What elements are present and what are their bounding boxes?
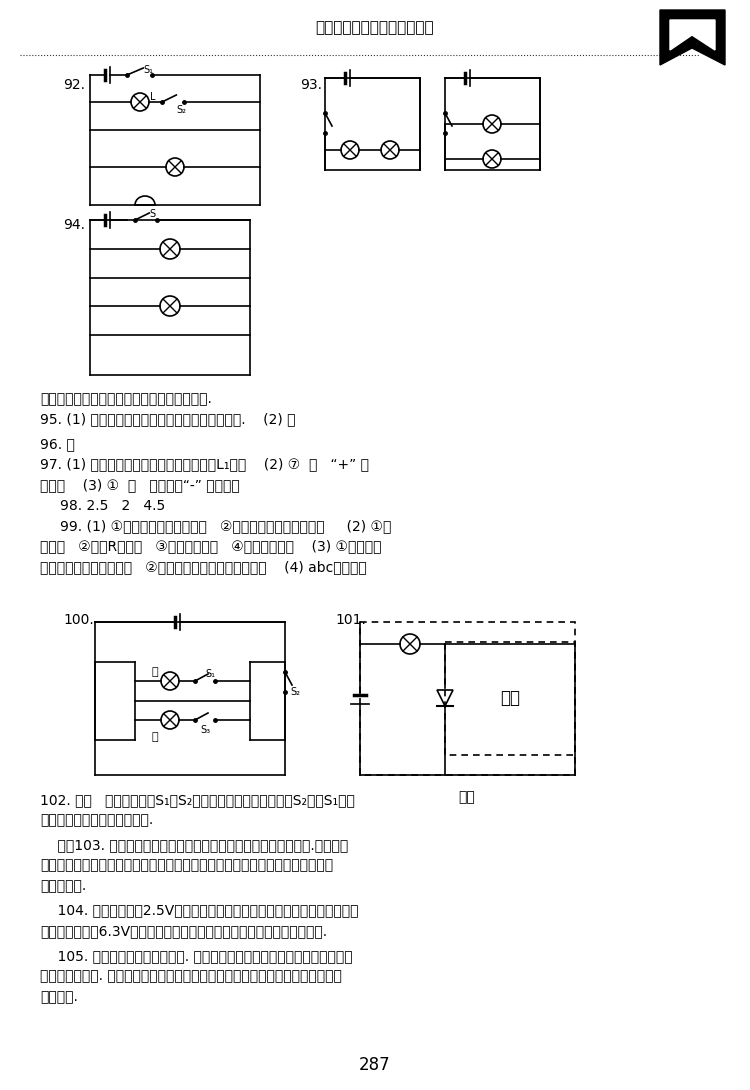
Text: 97. (1) 电流表正、负接线柱接反了，没与L₁串联    (2) ⑦  上   “+” 接: 97. (1) 电流表正、负接线柱接反了，没与L₁串联 (2) ⑦ 上 “+” … [40,458,369,472]
Text: 287: 287 [359,1056,391,1074]
Text: S₁: S₁ [205,669,215,679]
Text: 红: 红 [152,667,159,677]
Text: 牛群: 牛群 [500,689,520,707]
Polygon shape [660,10,725,65]
Polygon shape [670,20,715,50]
Text: 小屋: 小屋 [458,790,476,804]
Text: 105. 通草球被吸引后又被排斥. 因为毛皮摸擦过的橡胶棒带负电，可以吸引: 105. 通草球被吸引后又被排斥. 因为毛皮摸擦过的橡胶棒带负电，可以吸引 [40,948,352,962]
Text: S₂: S₂ [290,687,300,697]
Text: 分别与各段电路并联检查   ②电流表，与各段电路串联检查    (4) abc段有断路: 分别与各段电路并联检查 ②电流表，与各段电路串联检查 (4) abc段有断路 [40,560,367,574]
Text: 98. 2.5   2   4.5: 98. 2.5 2 4.5 [60,498,165,512]
Text: 94.: 94. [63,218,85,232]
Text: 烧坏电流表.: 烧坏电流表. [40,880,86,893]
Text: 104. 不对，将两个2.5V小灯泡串联在两节干电池作电源的电路中测出其电: 104. 不对，将两个2.5V小灯泡串联在两节干电池作电源的电路中测出其电 [40,904,358,918]
Text: 轻小物体通草球. 当二者接触后，通草球也带上了负电，又因同种电荷相排斥，所: 轻小物体通草球. 当二者接触后，通草球也带上了负电，又因同种电荷相排斥，所 [40,969,342,983]
Text: 以又分开.: 以又分开. [40,990,78,1004]
Text: S₂: S₂ [176,105,186,116]
Text: 绿: 绿 [152,732,159,742]
Text: S₁: S₁ [143,65,153,75]
Text: 参考答案及提示（第十三章）: 参考答案及提示（第十三章） [316,21,434,36]
Text: 100.: 100. [63,613,94,627]
Text: 99. (1) ①电路出现了什么故障？   ②电路可能出现哪些故障？     (2) ①灯: 99. (1) ①电路出现了什么故障？ ②电路可能出现哪些故障？ (2) ①灯 [60,519,392,533]
Text: 线柱上    (3) ①  右   电流表的“-” 接线柱上: 线柱上 (3) ① 右 电流表的“-” 接线柱上 [40,479,240,492]
Text: L: L [150,92,155,102]
Text: 见题图，用导线将两灯左边的接线柱连在一起.: 见题图，用导线将两灯左边的接线柱连在一起. [40,392,212,405]
Text: 丝断了   ②电阳R处断路   ③开关接触不良   ④电源接线不良    (3) ①电压表，: 丝断了 ②电阳R处断路 ③开关接触不良 ④电源接线不良 (3) ①电压表， [40,540,382,554]
Text: 101.: 101. [335,613,366,627]
Text: 93.: 93. [300,78,322,92]
Text: 四、103. 如题图，电流表直接与电源两极相连了，会烧坏电流表.因为电流: 四、103. 如题图，电流表直接与电源两极相连了，会烧坏电流表.因为电流 [40,838,348,852]
Text: S: S [149,209,155,219]
Text: 线柱的线头改连在左接线柱上.: 线柱的线头改连在左接线柱上. [40,813,153,827]
Text: 表内阱很小，直接接在电源两极上会导致电流很大，远远超过它的量程，所以会: 表内阱很小，直接接在电源两极上会导致电流很大，远远超过它的量程，所以会 [40,859,333,873]
Text: S₃: S₃ [200,725,210,735]
Text: 96. 略: 96. 略 [40,437,75,451]
Text: 92.: 92. [63,78,85,92]
Text: 102. 图略   提示：原图中S₁、S₂相连的导线是需改动的，将S₂连在S₁右接: 102. 图略 提示：原图中S₁、S₂相连的导线是需改动的，将S₂连在S₁右接 [40,794,355,807]
Text: 流，再换成两个6.3V小灯泡串联接入同一电路中，测出电流进行比较即可.: 流，再换成两个6.3V小灯泡串联接入同一电路中，测出电流进行比较即可. [40,924,327,938]
Text: 95. (1) 电流表被短路，闭合开关后电流表会烧坏.    (2) 略: 95. (1) 电流表被短路，闭合开关后电流表会烧坏. (2) 略 [40,412,296,426]
